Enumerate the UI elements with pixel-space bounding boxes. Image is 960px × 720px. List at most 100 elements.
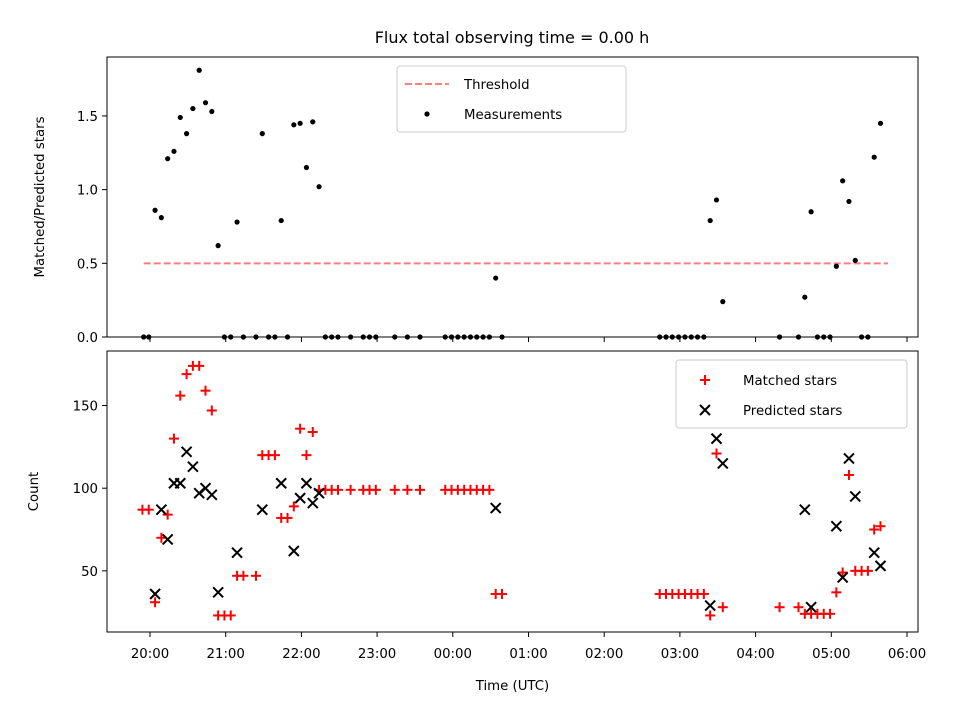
matched-star-point xyxy=(206,405,217,416)
predicted-star-point-b xyxy=(313,487,325,499)
matched-star-point xyxy=(869,524,880,535)
matched-star-point xyxy=(698,588,709,599)
measurement-point xyxy=(877,120,884,126)
predicted-star-point xyxy=(206,489,218,501)
matched-star-point xyxy=(705,610,716,621)
predicted-star-point xyxy=(275,477,287,489)
x-tick-label: 20:00 xyxy=(131,647,169,662)
predicted-star-point-b xyxy=(288,545,300,557)
predicted-star-point-b xyxy=(199,482,212,494)
ratio-legend-frame xyxy=(396,65,627,133)
matched-star-point xyxy=(862,565,873,576)
count-axes-frame xyxy=(106,350,919,633)
count-legend-frame xyxy=(675,359,908,429)
x-tick-label: 05:00 xyxy=(812,647,850,662)
x-tick-label: 03:00 xyxy=(661,647,699,662)
predicted-star-point xyxy=(294,492,306,504)
measurement-point xyxy=(310,119,316,125)
measurement-point xyxy=(720,299,726,305)
ratio-axes-ticks: 0.0 0.5 1.0 1.5 xyxy=(77,110,908,346)
predicted-star-point xyxy=(307,497,319,509)
matched-star-point xyxy=(150,597,161,608)
matched-star-point xyxy=(301,450,312,461)
measurement-point xyxy=(852,257,858,263)
matched-star-point xyxy=(181,369,192,380)
measurement-point xyxy=(840,178,846,184)
predicted-star-point-b xyxy=(805,601,817,613)
matched-star-point xyxy=(345,484,356,495)
measurement-point xyxy=(158,215,164,221)
predicted-star-point-b xyxy=(799,503,811,516)
measurement-point xyxy=(808,209,814,215)
ratio-panel: 0.0 0.5 1.0 1.5 Matched/Predicted stars Thr… xyxy=(33,56,919,346)
predicted-star-point xyxy=(174,477,186,489)
x-axis-label: Time (UTC) xyxy=(475,679,550,694)
ratio-legend: Threshold Measurements xyxy=(396,65,627,133)
predicted-star-point xyxy=(300,477,313,489)
predicted-star-point xyxy=(155,503,168,516)
matched-star-point xyxy=(143,504,154,515)
measurement-point xyxy=(493,275,499,281)
measurement-point xyxy=(297,120,303,126)
count-y-tick-label: 100 xyxy=(73,482,98,497)
predicted-star-point-b xyxy=(174,477,186,489)
ratio-y-axis-label: Matched/Predicted stars xyxy=(33,116,48,277)
matched-star-point xyxy=(162,509,173,520)
predicted-star-point-b xyxy=(212,586,224,599)
legend-predicted-swatch xyxy=(699,404,711,416)
x-tick-label: 01:00 xyxy=(509,647,547,662)
predicted-star-point-b xyxy=(180,446,193,458)
matched-star-point xyxy=(711,448,722,459)
predicted-star-point-b xyxy=(149,588,161,600)
measurement-point xyxy=(802,294,808,300)
predicted-star-point-b xyxy=(294,492,306,504)
matched-star-point xyxy=(225,610,236,621)
count-legend: Matched stars Predicted stars xyxy=(675,359,908,429)
measurement-point xyxy=(165,156,171,162)
matched-star-point xyxy=(843,469,854,480)
measurement-point xyxy=(833,263,839,269)
count-y-tick-label: 150 xyxy=(73,400,98,415)
matched-star-point xyxy=(250,570,261,581)
predicted-star-point xyxy=(212,586,224,599)
measurement-point xyxy=(846,198,852,205)
predicted-star-point xyxy=(843,452,855,465)
legend-predicted-swatch-b xyxy=(699,404,711,416)
measurement-point xyxy=(707,217,713,224)
matched-star-point xyxy=(825,608,836,619)
predicted-star-point-b xyxy=(710,432,723,445)
predicted-star-point-b xyxy=(849,490,861,503)
predicted-star-point-b xyxy=(206,489,218,501)
legend-measurements-label: Measurements xyxy=(464,108,562,123)
x-tick-label: 22:00 xyxy=(282,647,320,662)
matched-star-point xyxy=(168,433,179,444)
matched-star-point xyxy=(332,484,343,495)
matched-star-point xyxy=(484,484,495,495)
matched-star-point xyxy=(288,501,299,512)
predicted-star-point-b xyxy=(300,477,313,489)
matched-star-point xyxy=(370,484,381,495)
matched-star-point xyxy=(295,423,306,434)
predicted-star-point xyxy=(704,599,716,612)
x-tick-label: 04:00 xyxy=(736,647,774,662)
ratio-y-tick-label: 0.5 xyxy=(77,257,98,272)
predicted-star-point xyxy=(836,571,849,584)
predicted-star-point xyxy=(830,520,843,532)
predicted-star-point-b xyxy=(874,560,887,572)
predicted-star-point xyxy=(874,560,887,572)
matched-star-point xyxy=(282,512,293,523)
predicted-star-point xyxy=(187,460,199,473)
measurement-point xyxy=(713,197,720,203)
predicted-star-point-b xyxy=(704,599,716,612)
predicted-star-point xyxy=(180,446,193,458)
measurement-point xyxy=(259,131,265,137)
measurement-point xyxy=(202,100,209,106)
measurement-point xyxy=(278,217,284,224)
measurement-point xyxy=(183,131,190,137)
matched-star-point xyxy=(238,570,249,581)
predicted-star-point xyxy=(161,533,174,546)
matched-star-point xyxy=(402,484,413,495)
predicted-star-point-b xyxy=(836,571,849,584)
ratio-axes-frame xyxy=(106,56,919,338)
x-tick-label: 06:00 xyxy=(888,647,926,662)
